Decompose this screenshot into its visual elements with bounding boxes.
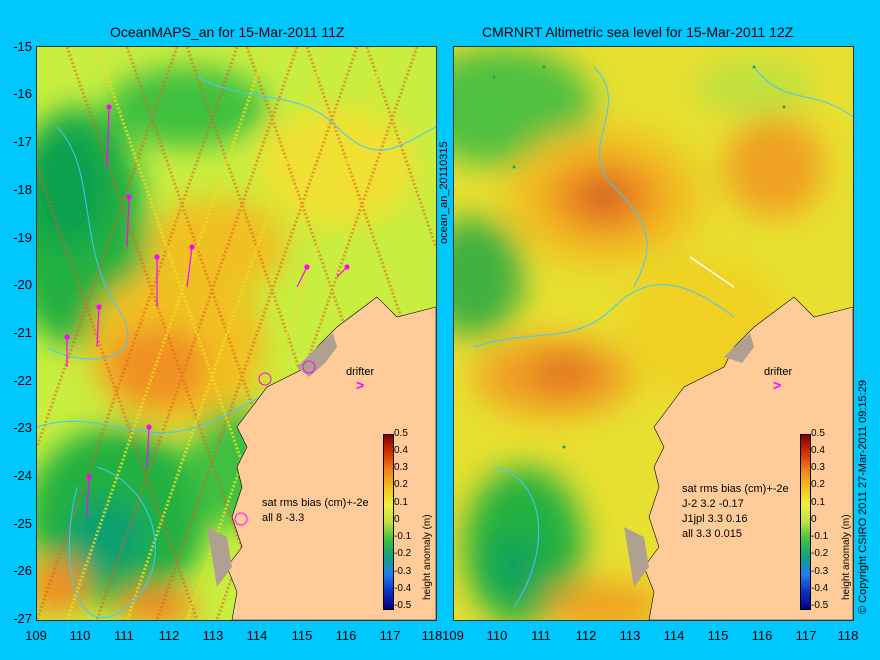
x-tick-label: 112 bbox=[575, 628, 597, 643]
right-drifter-label: drifter bbox=[764, 366, 793, 378]
x-tick-label: 110 bbox=[486, 628, 508, 643]
colorbar-tick: 0.3 bbox=[811, 462, 825, 473]
colorbar-tick: -0.1 bbox=[394, 531, 412, 542]
x-tick-label: 109 bbox=[442, 628, 464, 643]
colorbar-title: height anomaly (m) bbox=[841, 514, 852, 600]
x-tick-label: 117 bbox=[379, 628, 401, 643]
y-tick-label: -20 bbox=[13, 277, 32, 292]
right-stats-line: J1jpl 3.3 0.16 bbox=[682, 513, 748, 525]
x-tick-label: 111 bbox=[531, 628, 551, 643]
y-tick-label: -22 bbox=[13, 373, 32, 388]
colorbar-tick: -0.4 bbox=[394, 583, 412, 594]
right-stats-line: J-2 3.2 -0.17 bbox=[682, 498, 744, 510]
x-tick-label: 118 bbox=[421, 628, 443, 643]
colorbar-tick: 0.1 bbox=[394, 497, 408, 508]
y-tick-label: -25 bbox=[13, 516, 32, 531]
x-tick-label: 114 bbox=[246, 628, 268, 643]
left-map-title: OceanMAPS_an for 15-Mar-2011 11Z bbox=[110, 24, 345, 40]
y-tick-label: -26 bbox=[13, 563, 32, 578]
colorbar-tick: 0.4 bbox=[394, 445, 408, 456]
colorbar-tick: 0 bbox=[811, 514, 817, 525]
colorbar-tick: 0.5 bbox=[811, 428, 825, 439]
x-tick-label: 114 bbox=[663, 628, 685, 643]
x-tick-label: 112 bbox=[158, 628, 180, 643]
x-tick-label: 116 bbox=[751, 628, 773, 643]
colorbar-tick: -0.5 bbox=[811, 600, 829, 611]
run-id-label: ocean_an_20110315 bbox=[438, 141, 450, 244]
left-stats-line: all 8 -3.3 bbox=[262, 512, 305, 524]
colorbar-tick: 0.1 bbox=[811, 497, 825, 508]
y-tick-label: -15 bbox=[13, 39, 32, 54]
x-tick-label: 117 bbox=[795, 628, 817, 643]
left-map bbox=[36, 46, 437, 621]
colorbar-tick: 0 bbox=[394, 514, 400, 525]
colorbar-tick: -0.1 bbox=[811, 531, 829, 542]
y-tick-label: -24 bbox=[13, 468, 32, 483]
colorbar-tick: 0.4 bbox=[811, 445, 825, 456]
y-tick-label: -21 bbox=[13, 325, 32, 340]
x-tick-label: 116 bbox=[335, 628, 357, 643]
right-stats-line: all 3.3 0.015 bbox=[682, 528, 742, 540]
copyright-label: © Copyright CSIRO 2011 27-Mar-2011 09:15… bbox=[857, 380, 869, 614]
y-tick-label: -27 bbox=[13, 611, 32, 626]
x-tick-label: 113 bbox=[619, 628, 641, 643]
y-tick-label: -19 bbox=[13, 230, 32, 245]
x-tick-label: 113 bbox=[202, 628, 224, 643]
right-map bbox=[453, 46, 854, 621]
colorbar-tick: -0.5 bbox=[394, 600, 412, 611]
colorbar-title: height anomaly (m) bbox=[422, 514, 433, 600]
left-stats-header: sat rms bias (cm)+-2e bbox=[262, 497, 369, 509]
drifter-arrow-icon: > bbox=[773, 377, 782, 393]
x-tick-label: 118 bbox=[837, 628, 859, 643]
colorbar-tick: 0.5 bbox=[394, 428, 408, 439]
y-tick-label: -17 bbox=[13, 134, 32, 149]
x-tick-label: 109 bbox=[25, 628, 47, 643]
right-stats-header: sat rms bias (cm)+-2e bbox=[682, 483, 789, 495]
colorbar-tick: 0.2 bbox=[811, 479, 825, 490]
colorbar-tick: -0.3 bbox=[811, 566, 829, 577]
colorbar-tick: 0.3 bbox=[394, 462, 408, 473]
colorbar-tick: -0.4 bbox=[811, 583, 829, 594]
colorbar-tick: -0.3 bbox=[394, 566, 412, 577]
colorbar-tick: -0.2 bbox=[394, 548, 412, 559]
right-map-title: CMRNRT Altimetric sea level for 15-Mar-2… bbox=[482, 24, 794, 40]
colorbar-tick: 0.2 bbox=[394, 479, 408, 490]
x-tick-label: 115 bbox=[291, 628, 313, 643]
x-tick-label: 115 bbox=[707, 628, 729, 643]
x-tick-label: 110 bbox=[69, 628, 91, 643]
y-tick-label: -18 bbox=[13, 182, 32, 197]
left-drifter-label: drifter bbox=[346, 366, 375, 378]
y-tick-label: -16 bbox=[13, 86, 32, 101]
colorbar-tick: -0.2 bbox=[811, 548, 829, 559]
y-tick-label: -23 bbox=[13, 420, 32, 435]
drifter-arrow-icon: > bbox=[356, 377, 365, 393]
x-tick-label: 111 bbox=[114, 628, 134, 643]
